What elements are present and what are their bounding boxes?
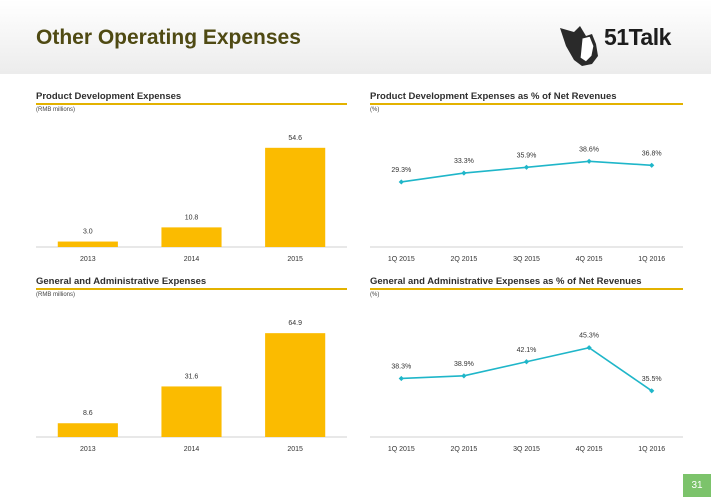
x-tick-label-2013: 2013 xyxy=(80,446,96,453)
x-tick-label-4Q-2015: 4Q 2015 xyxy=(576,446,603,453)
bar-2015 xyxy=(265,147,326,247)
x-tick-label-1Q-2015: 1Q 2015 xyxy=(388,446,415,453)
title-rule xyxy=(370,288,683,290)
bar-2014 xyxy=(161,227,222,247)
page-title: Other Operating Expenses xyxy=(36,26,301,49)
x-tick-label-2015: 2015 xyxy=(287,256,303,263)
line-chart-ga-percent: 38.3% 1Q 2015 38.9% 2Q 2015 42.1% 3Q 2015 45.3… xyxy=(370,333,683,453)
data-label-2Q-2015: 33.3% xyxy=(454,158,474,165)
logo-hand-finger xyxy=(579,35,595,63)
series-line xyxy=(401,160,652,183)
title-rule xyxy=(36,103,347,105)
data-label-2014: 31.6 xyxy=(185,373,199,380)
page-number: 31 xyxy=(683,474,711,497)
chart-title-ga-percent: General and Administrative Expenses as %… xyxy=(370,276,642,287)
x-tick-label-3Q-2015: 3Q 2015 xyxy=(513,256,540,263)
title-rule xyxy=(370,103,683,105)
data-label-2015: 54.6 xyxy=(288,135,302,142)
data-point-3Q-2015 xyxy=(523,359,530,365)
data-label-2013: 8.6 xyxy=(83,410,93,417)
series-line xyxy=(401,346,653,392)
bar-2013 xyxy=(57,241,118,247)
x-tick-label-2Q-2015: 2Q 2015 xyxy=(450,446,477,453)
data-point-2Q-2015 xyxy=(461,373,467,379)
bar-2013 xyxy=(57,423,118,437)
data-label-1Q-2016: 36.8% xyxy=(642,150,662,157)
x-tick-label-3Q-2015: 3Q 2015 xyxy=(513,446,540,453)
data-label-1Q-2015: 38.3% xyxy=(391,363,411,370)
x-tick-label-2015: 2015 xyxy=(287,446,303,453)
bar-2015 xyxy=(265,333,326,437)
data-point-1Q-2016 xyxy=(649,162,655,168)
x-tick-label-4Q-2015: 4Q 2015 xyxy=(576,256,603,263)
bar-2014 xyxy=(161,386,222,437)
data-label-1Q-2015: 29.3% xyxy=(391,167,411,174)
data-label-2013: 3.0 xyxy=(83,229,93,236)
logo-text: 51Talk xyxy=(604,24,671,50)
line-chart-pd-percent: 29.3% 1Q 2015 33.3% 2Q 2015 35.9% 3Q 2015 38.6… xyxy=(370,146,683,263)
data-point-4Q-2015 xyxy=(586,158,592,164)
chart-unit-pd-percent: (%) xyxy=(370,107,380,113)
chart-title-ga-expenses: General and Administrative Expenses xyxy=(36,276,207,287)
x-tick-label-1Q-2015: 1Q 2015 xyxy=(388,256,415,263)
data-label-2Q-2015: 38.9% xyxy=(454,361,474,368)
data-label-4Q-2015: 45.3% xyxy=(579,333,599,340)
chart-title-pd-expenses: Product Development Expenses xyxy=(36,91,182,102)
x-tick-label-2Q-2015: 2Q 2015 xyxy=(450,256,477,263)
data-label-3Q-2015: 35.9% xyxy=(517,152,537,159)
data-label-4Q-2015: 38.6% xyxy=(579,146,599,153)
data-label-2014: 10.8 xyxy=(185,214,199,221)
data-label-2015: 64.9 xyxy=(288,320,302,327)
x-tick-label-2014: 2014 xyxy=(184,256,200,263)
x-tick-label-2013: 2013 xyxy=(80,256,96,263)
data-point-3Q-2015 xyxy=(523,164,530,170)
data-point-2Q-2015 xyxy=(461,170,467,176)
x-tick-label-2014: 2014 xyxy=(184,446,200,453)
data-point-1Q-2015 xyxy=(398,179,404,185)
title-rule xyxy=(36,288,347,290)
chart-unit-pd-expenses: (RMB millions) xyxy=(36,107,75,113)
chart-title-pd-percent: Product Development Expenses as % of Net… xyxy=(370,91,617,102)
data-label-3Q-2015: 42.1% xyxy=(517,347,537,354)
logo-hand-icon xyxy=(560,26,598,66)
bar-chart-ga-expenses: 8.6 2013 31.6 2014 64.9 2015 xyxy=(36,320,347,453)
x-tick-label-1Q-2016: 1Q 2016 xyxy=(638,446,665,453)
bar-chart-pd-expenses: 3.0 2013 10.8 2014 54.6 2015 xyxy=(36,135,347,263)
chart-unit-ga-expenses: (RMB millions) xyxy=(36,292,75,298)
data-label-1Q-2016: 35.5% xyxy=(642,376,662,383)
chart-unit-ga-percent: (%) xyxy=(370,292,380,298)
x-tick-label-1Q-2016: 1Q 2016 xyxy=(638,256,665,263)
data-point-1Q-2015 xyxy=(398,375,404,382)
